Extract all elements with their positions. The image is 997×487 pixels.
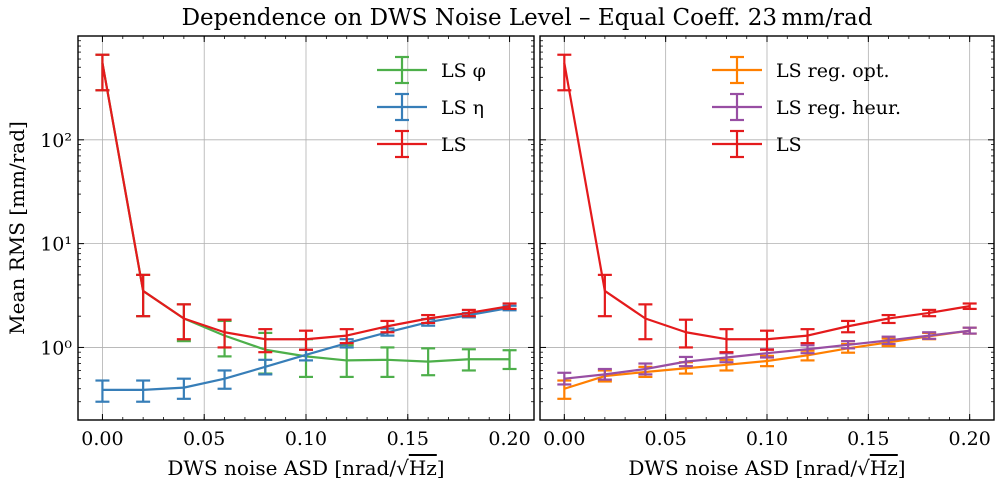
x-tick-label: 0.05 [645,428,687,450]
axes-frame [539,35,995,421]
series-ls [557,53,977,354]
y-tick-label: 10⁰ [40,337,72,359]
x-axis-label-prefix: DWS noise ASD [nrad/ [628,456,857,480]
x-axis-label-unit: Hz [409,456,437,480]
x-tick-label: 0.15 [387,428,429,450]
figure-title: Dependence on DWS Noise Level – Equal Co… [182,5,873,31]
legend: LS φ LS η LS [377,55,486,159]
y-tick-label: 10² [40,130,72,152]
series-ls-reg-heur [557,326,977,386]
legend-label: LS reg. opt. [776,60,890,82]
x-axis-label: DWS noise ASD [nrad/√Hz] [628,456,905,480]
axes-frame [77,35,535,421]
legend-label: LS η [441,97,484,119]
x-tick-label: 0.00 [543,428,585,450]
x-tick-label: 0.00 [81,428,123,450]
x-axis-label-suffix: ] [437,456,445,480]
legend: LS reg. opt. LS reg. heur. LS [712,55,901,159]
x-tick-label: 0.20 [488,428,530,450]
x-tick-label: 0.20 [949,428,991,450]
sqrt-sign: √ [396,456,409,480]
x-axis-label-prefix: DWS noise ASD [nrad/ [167,456,396,480]
x-tick-label: 0.05 [183,428,225,450]
y-tick-label: 10¹ [40,234,72,256]
x-axis-label: DWS noise ASD [nrad/√Hz] [167,456,444,480]
legend-label: LS [441,134,467,156]
legend-label: LS reg. heur. [776,97,901,119]
x-axis-label-suffix: ] [898,456,906,480]
right-panel: 0.00 0.05 0.10 0.15 0.20 DWS noise ASD [nrad/… [539,35,995,480]
legend-label: LS φ [441,60,486,82]
y-axis-label: Mean RMS [mm/rad] [5,121,29,335]
x-tick-label: 0.10 [285,428,327,450]
sqrt-sign: √ [857,456,870,480]
x-tick-label: 0.15 [847,428,889,450]
x-tick-label: 0.10 [746,428,788,450]
plot-area [557,53,977,400]
plot-area [95,53,517,403]
x-axis-label-unit: Hz [870,456,898,480]
legend-label: LS [776,134,802,156]
left-panel: 0.00 0.05 0.10 0.15 0.20 10⁰ 10¹ 10² DWS noise A… [5,35,535,480]
series-ls [95,53,517,354]
